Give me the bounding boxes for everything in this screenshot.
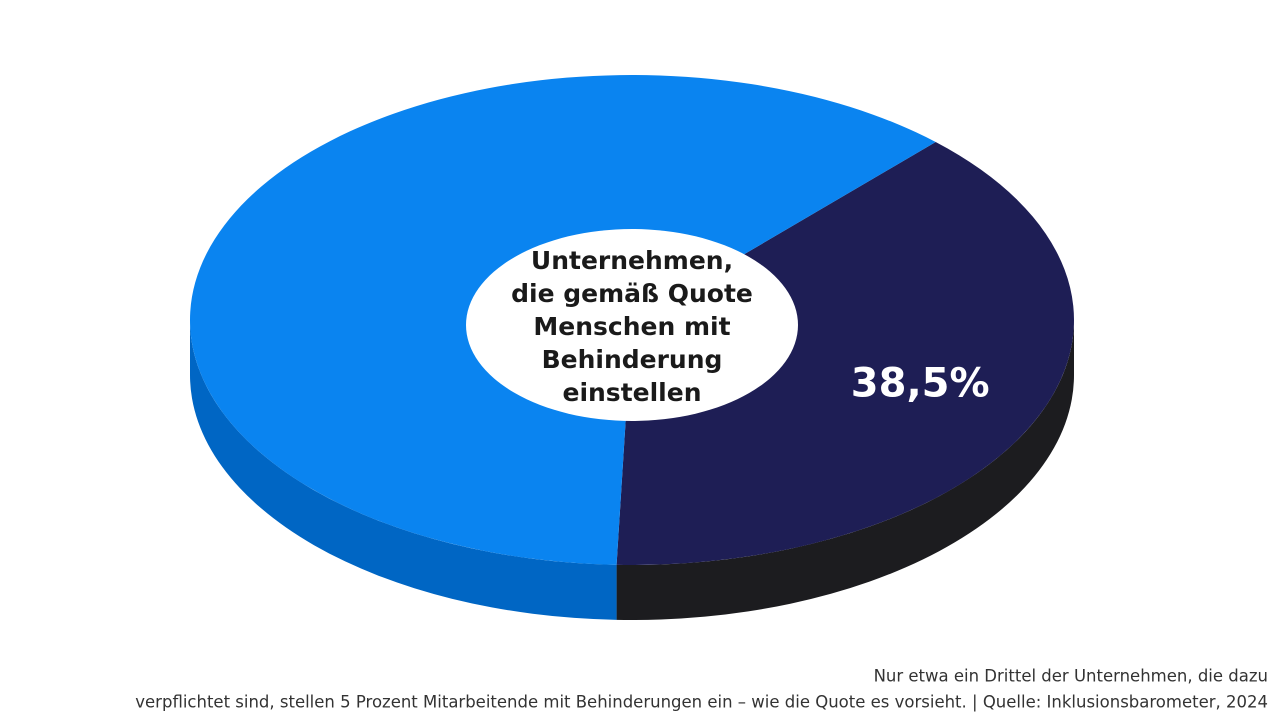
pie-side [190, 320, 617, 620]
labels: 38,5% Unternehmen, die gemäß Quote Menschen… [135, 246, 1268, 712]
center-label: die gemäß Quote [511, 279, 753, 308]
pie-slice [616, 141, 1074, 566]
center-ellipse [466, 229, 798, 421]
center-label: Unternehmen, [531, 246, 733, 275]
center-label: Menschen mit [533, 312, 730, 341]
value-label: 38,5% [851, 360, 990, 406]
caption: verpflichtet sind, stellen 5 Prozent Mit… [135, 693, 1268, 712]
center-label: Behinderung [542, 345, 723, 374]
center-label: einstellen [562, 378, 701, 407]
pie-side [616, 320, 1074, 620]
caption: Nur etwa ein Drittel der Unternehmen, di… [874, 667, 1268, 686]
